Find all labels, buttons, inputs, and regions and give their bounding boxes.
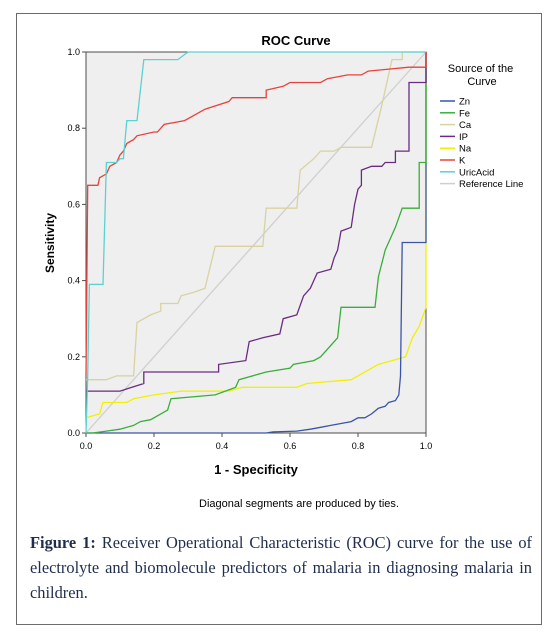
ties-note: Diagonal segments are produced by ties. [199,498,399,510]
series-line-reference-line [85,51,427,434]
y-tick-label: 0.4 [67,276,80,286]
y-tick-label: 0.8 [67,123,80,133]
legend-label-ip: IP [459,132,468,143]
series-lines [85,51,427,434]
y-tick-label: 0.6 [67,199,80,209]
legend-label-ca: Ca [459,120,472,131]
x-tick-label: 1.0 [420,441,433,451]
y-tick-label: 1.0 [67,47,80,57]
x-tick-label: 0.6 [284,441,297,451]
series-line-fe [86,52,427,434]
y-tick-label: 0.2 [67,352,80,362]
legend-label-fe: Fe [459,108,470,119]
legend-title: Source of the Curve [448,63,517,88]
caption-label: Figure 1: [30,533,96,552]
legend-label-zn: Zn [459,97,470,108]
series-line-uricacid [85,51,426,434]
axis-ticks: 0.0 0.2 0.4 0.6 0.8 1.0 0.0 0.2 0.4 0.6 0.8 1.0 [67,47,432,451]
series-line-ca [86,51,426,381]
caption-text: Receiver Operational Characteristic (ROC… [30,533,532,602]
y-tick-label: 0.0 [67,428,80,438]
series-line-na [85,52,427,419]
series-line-ip [86,52,427,392]
legend-label-reference-line: Reference Line [459,179,523,190]
legend-label-k: K [459,156,466,167]
x-tick-label: 0.8 [352,441,365,451]
series-line-zn [86,52,427,434]
chart-title: ROC Curve [261,33,330,48]
x-tick-label: 0.0 [80,441,93,451]
legend-label-uricacid: UricAcid [459,167,494,178]
x-axis-label: 1 - Specificity [214,462,299,477]
legend-label-na: Na [459,144,472,155]
roc-chart: ROC Curve 0.0 0.2 0.4 0.6 0.8 1.0 0.0 0.2 0.4 0.6… [43,33,523,510]
x-tick-label: 0.2 [148,441,161,451]
figure-caption: Figure 1: Receiver Operational Character… [30,530,532,605]
x-tick-label: 0.4 [216,441,229,451]
y-axis-label: Sensitivity [43,213,57,273]
series-line-k [85,52,427,376]
